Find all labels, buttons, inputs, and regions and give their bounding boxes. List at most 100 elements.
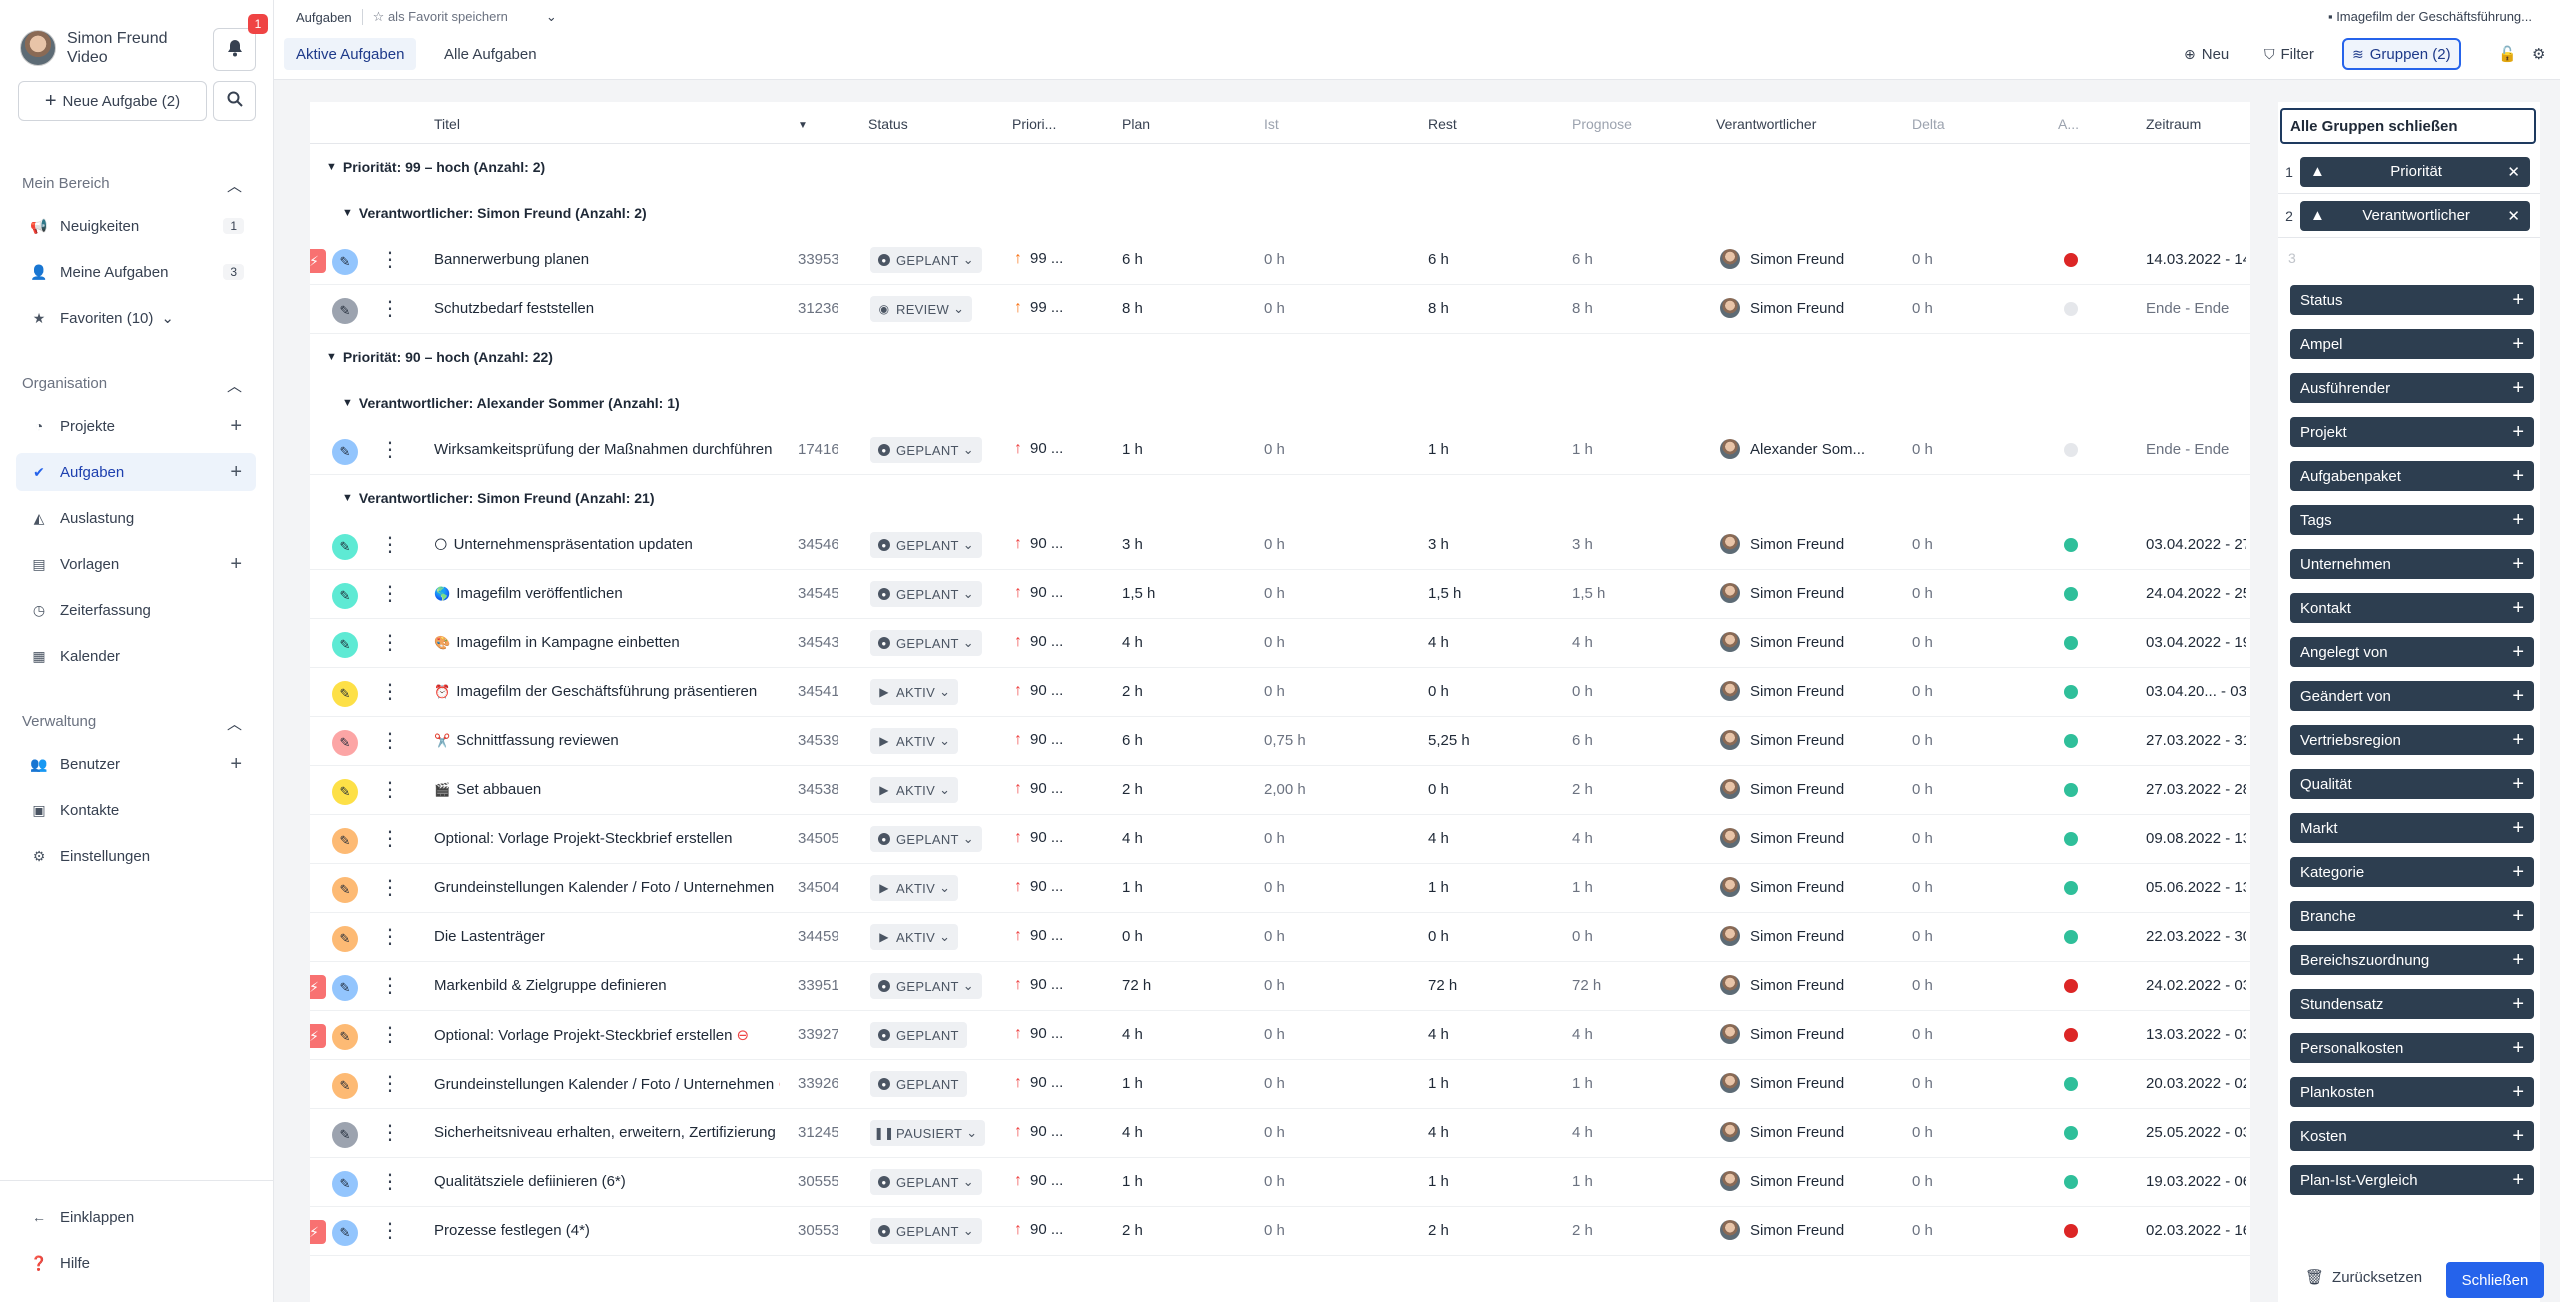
- col-priority[interactable]: Priori...: [1012, 116, 1057, 132]
- more-menu-icon[interactable]: ⋮: [380, 877, 400, 899]
- group-option[interactable]: Aufgabenpaket +: [2290, 461, 2534, 491]
- add-template-icon[interactable]: +: [230, 552, 242, 575]
- more-menu-icon[interactable]: ⋮: [380, 249, 400, 271]
- sidebar-item-neuigkeiten[interactable]: 📢 Neuigkeiten 1: [16, 207, 256, 245]
- sidebar-item-benutzer[interactable]: 👥 Benutzer +: [30, 752, 242, 775]
- task-title[interactable]: 🎨 Imagefilm in Kampagne einbetten: [434, 634, 680, 651]
- lock-button[interactable]: 🔓: [2490, 38, 2525, 70]
- table-row[interactable]: ✎ ⋮ Sicherheitsniveau erhalten, erweitern,…: [310, 1109, 2250, 1158]
- group-option[interactable]: Kontakt +: [2290, 593, 2534, 623]
- col-prognose[interactable]: Prognose: [1572, 116, 1632, 132]
- group-header[interactable]: ▼ Priorität: 90 – hoch (Anzahl: 22): [326, 349, 553, 365]
- task-title[interactable]: Markenbild & Zielgruppe definieren: [434, 977, 667, 994]
- edit-icon[interactable]: ✎: [332, 1073, 358, 1099]
- group-header[interactable]: ▼ Priorität: 99 – hoch (Anzahl: 2): [326, 159, 546, 175]
- group-option[interactable]: Branche +: [2290, 901, 2534, 931]
- edit-icon[interactable]: ✎: [332, 1122, 358, 1148]
- reset-button[interactable]: 🗑 Zurücksetzen: [2305, 1268, 2423, 1287]
- task-title[interactable]: Qualitätsziele defiinieren (6*): [434, 1173, 626, 1190]
- edit-icon[interactable]: ✎: [332, 249, 358, 275]
- status-dropdown[interactable]: ▶ AKTIV ⌄: [870, 924, 959, 950]
- section-verwaltung[interactable]: Verwaltung ︿: [22, 713, 242, 733]
- filter-button[interactable]: ⛉ Filter: [2264, 45, 2314, 63]
- task-title[interactable]: Wirksamkeitsprüfung der Maßnahmen durchf…: [434, 441, 773, 458]
- table-row[interactable]: ✎ ⋮ 🎬 Set abbauen 34538 ▶ AKTIV ⌄ ↑ 90 ... 2 h 2,00…: [310, 766, 2250, 815]
- sort-up-icon[interactable]: ▲: [2310, 163, 2325, 180]
- col-rest[interactable]: Rest: [1428, 116, 1457, 132]
- close-icon[interactable]: ✕: [2507, 163, 2520, 181]
- more-menu-icon[interactable]: ⋮: [380, 1073, 400, 1095]
- table-row[interactable]: ✎ ⋮ ⏰ Imagefilm der Geschäftsführung präsen…: [310, 668, 2250, 717]
- table-row[interactable]: ✎ ⋮ ✂️ Schnittfassung reviewen 34539 ▶ AKTIV ⌄ ↑…: [310, 717, 2250, 766]
- group-header[interactable]: ▼ Verantwortlicher: Alexander Sommer (Anz…: [342, 395, 680, 411]
- user-profile[interactable]: Simon Freund Video: [20, 26, 168, 70]
- table-row[interactable]: ✎ ⋮ 🌎 Imagefilm veröffentlichen 34545 ● GEPLAN…: [310, 570, 2250, 619]
- groups-button[interactable]: ≋ Gruppen (2): [2342, 38, 2461, 70]
- sidebar-item-kalender[interactable]: ▦ Kalender: [16, 637, 256, 675]
- edit-icon[interactable]: ✎: [332, 583, 358, 609]
- more-menu-icon[interactable]: ⋮: [380, 828, 400, 850]
- task-title[interactable]: ✂️ Schnittfassung reviewen: [434, 732, 619, 749]
- status-dropdown[interactable]: ● GEPLANT ⌄: [870, 1218, 982, 1244]
- more-menu-icon[interactable]: ⋮: [380, 632, 400, 654]
- task-title[interactable]: Optional: Vorlage Projekt-Steckbrief ers…: [434, 1027, 750, 1044]
- tab-aktive-aufgaben[interactable]: Aktive Aufgaben: [284, 38, 417, 70]
- col-status[interactable]: Status: [868, 116, 908, 132]
- col-delta[interactable]: Delta: [1912, 116, 1945, 132]
- group-option[interactable]: Bereichszuordnung +: [2290, 945, 2534, 975]
- notifications-button[interactable]: [213, 28, 256, 71]
- group-option[interactable]: Projekt +: [2290, 417, 2534, 447]
- help-button[interactable]: ❓ Hilfe: [30, 1254, 91, 1272]
- more-menu-icon[interactable]: ⋮: [380, 298, 400, 320]
- status-dropdown[interactable]: ❚❚ PAUSIERT ⌄: [870, 1120, 986, 1146]
- sidebar-item-zeiterfassung[interactable]: ◷ Zeiterfassung: [16, 591, 256, 629]
- col-zeitraum[interactable]: Zeitraum: [2146, 116, 2202, 132]
- edit-icon[interactable]: ✎: [332, 730, 358, 756]
- more-menu-icon[interactable]: ⋮: [380, 439, 400, 461]
- more-menu-icon[interactable]: ⋮: [380, 975, 400, 997]
- group-option[interactable]: Personalkosten +: [2290, 1033, 2534, 1063]
- edit-icon[interactable]: ✎: [332, 632, 358, 658]
- group-pill-verantwortlicher[interactable]: ▲ Verantwortlicher ✕: [2300, 200, 2530, 231]
- group-option[interactable]: Ampel +: [2290, 329, 2534, 359]
- breadcrumb-aufgaben[interactable]: Aufgaben: [296, 9, 352, 25]
- col-plan[interactable]: Plan: [1122, 116, 1151, 132]
- table-row[interactable]: ✎ ⋮ Grundeinstellungen Kalender / Foto / U…: [310, 1060, 2250, 1109]
- group-option[interactable]: Ausführender +: [2290, 373, 2534, 403]
- group-option[interactable]: Stundensatz +: [2290, 989, 2534, 1019]
- group-option[interactable]: Kosten +: [2290, 1121, 2534, 1151]
- context-title[interactable]: ▪ Imagefilm der Geschäftsführung...: [2327, 9, 2532, 24]
- edit-icon[interactable]: ✎: [332, 1171, 358, 1197]
- status-dropdown[interactable]: ▶ AKTIV ⌄: [870, 728, 959, 754]
- section-organisation[interactable]: Organisation ︿: [22, 375, 242, 395]
- close-panel-button[interactable]: Schließen: [2446, 1262, 2544, 1298]
- table-row[interactable]: ✎ ⋮ Schutzbedarf feststellen 31236 ◉ REVIEW ⌄ ↑…: [310, 285, 2250, 334]
- table-row[interactable]: ⚡ ✎ ⋮ Optional: Vorlage Projekt-Steckbrief …: [310, 1011, 2250, 1060]
- col-title[interactable]: Titel: [434, 116, 460, 132]
- status-dropdown[interactable]: ▶ AKTIV ⌄: [870, 679, 959, 705]
- section-mein-bereich[interactable]: Mein Bereich ︿: [22, 175, 242, 195]
- more-menu-icon[interactable]: ⋮: [380, 730, 400, 752]
- search-button[interactable]: [213, 81, 256, 121]
- add-project-icon[interactable]: +: [230, 414, 242, 437]
- sidebar-item-projekte[interactable]: ◔ Projekte +: [16, 407, 256, 445]
- edit-icon[interactable]: ✎: [332, 681, 358, 707]
- more-menu-icon[interactable]: ⋮: [380, 1122, 400, 1144]
- status-dropdown[interactable]: ● GEPLANT ⌄: [870, 437, 982, 463]
- status-dropdown[interactable]: ▶ AKTIV ⌄: [870, 875, 959, 901]
- status-dropdown[interactable]: ● GEPLANT ⌄: [870, 973, 982, 999]
- more-menu-icon[interactable]: ⋮: [380, 583, 400, 605]
- table-row[interactable]: ✎ ⋮ Wirksamkeitsprüfung der Maßnahmen durc…: [310, 426, 2250, 475]
- edit-icon[interactable]: ✎: [332, 534, 358, 560]
- table-row[interactable]: ✎ ⋮ Qualitätsziele defiinieren (6*) 30555 ● G…: [310, 1158, 2250, 1207]
- collapse-sidebar-button[interactable]: ← Einklappen: [32, 1208, 135, 1226]
- task-title[interactable]: Grundeinstellungen Kalender / Foto / Unt…: [434, 879, 775, 896]
- more-menu-icon[interactable]: ⋮: [380, 926, 400, 948]
- status-dropdown[interactable]: ● GEPLANT ⌄: [870, 247, 982, 273]
- table-row[interactable]: ✎ ⋮ 🌕 Unternehmenspräsentation updaten 34546…: [310, 521, 2250, 570]
- table-row[interactable]: ✎ ⋮ Grundeinstellungen Kalender / Foto / U…: [310, 864, 2250, 913]
- sidebar-item-auslastung[interactable]: ◭ Auslastung: [16, 499, 256, 537]
- group-header[interactable]: ▼ Verantwortlicher: Simon Freund (Anzahl:…: [342, 205, 647, 221]
- task-title[interactable]: Optional: Vorlage Projekt-Steckbrief ers…: [434, 830, 733, 847]
- status-dropdown[interactable]: ● GEPLANT ⌄: [870, 1169, 982, 1195]
